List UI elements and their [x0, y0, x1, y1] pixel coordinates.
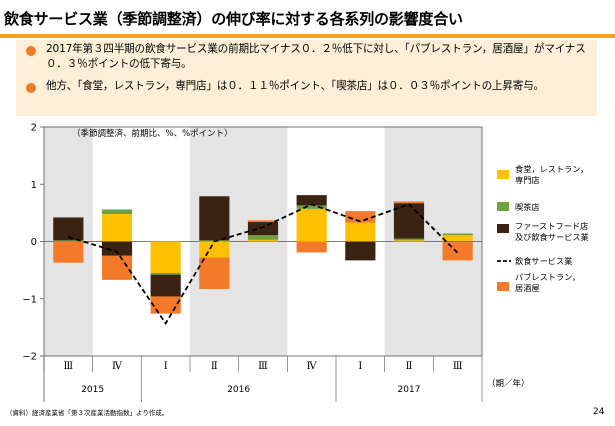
bar-segment	[442, 241, 473, 243]
legend-swatch	[497, 224, 509, 233]
bar-segment	[247, 235, 279, 240]
x-tick-label: Ⅰ	[164, 361, 168, 372]
bar-segment	[53, 240, 84, 242]
legend-swatch	[497, 282, 509, 291]
bar-segment	[296, 205, 327, 209]
page-number: 24	[593, 407, 605, 417]
bar-segment	[393, 238, 425, 241]
bar-segment	[393, 240, 425, 242]
bar-segment	[442, 235, 473, 242]
bullet-dot-icon	[26, 83, 36, 93]
y-tick-label: −2	[22, 352, 37, 363]
legend-label: 専門店	[515, 175, 540, 185]
bar-segment	[101, 214, 133, 242]
bar-segment	[442, 233, 473, 236]
y-tick-label: 0	[31, 237, 37, 248]
summary-bullet-2: 他方、「食堂，レストラン，専門店」は０．１１％ポイント、「喫茶店」は０．０３％ポ…	[46, 80, 544, 92]
legend-label: 及び飲食サービス業	[515, 232, 589, 242]
bar-segment	[393, 201, 425, 204]
x-tick-label: Ⅱ	[211, 361, 218, 372]
bar-segment	[101, 209, 133, 215]
x-tick-label: Ⅳ	[112, 361, 123, 372]
bar-segment	[150, 241, 181, 273]
legend-label: 食堂，レストラン，	[515, 164, 588, 174]
x-tick-label: Ⅱ	[406, 361, 413, 372]
year-label: 2015	[81, 385, 104, 395]
bar-segment	[345, 241, 376, 261]
bar-segment	[393, 203, 425, 239]
chart-legend: 食堂，レストラン，専門店喫茶店ファーストフード店及び飲食サービス業飲食サービス業…	[497, 164, 589, 293]
bar-segment	[199, 257, 230, 290]
bar-segment	[53, 241, 84, 263]
title-underline	[0, 34, 615, 38]
y-tick-label: 1	[31, 180, 37, 191]
legend-swatch	[497, 170, 509, 179]
legend-label: ファーストフード店	[515, 221, 588, 231]
chart-note: （季節調整済、前期比、%、%ポイント）	[72, 128, 233, 139]
legend-label: 居酒屋	[515, 283, 540, 293]
bar-segment	[345, 222, 376, 242]
bar-segment	[442, 242, 473, 261]
bar-segment	[247, 239, 279, 242]
y-tick-label: −1	[22, 294, 37, 305]
bar-segment	[296, 208, 327, 242]
legend-label: 飲食サービス業	[515, 256, 572, 266]
bar-segment	[53, 217, 84, 241]
x-tick-label: Ⅳ	[307, 361, 318, 372]
x-axis-unit: （期／年）	[487, 378, 530, 389]
bar-segment	[101, 255, 133, 280]
bar-segment	[101, 241, 133, 256]
bar-segment	[296, 241, 327, 253]
contribution-chart: （季節調整済、前期比、%、%ポイント） （期／年） 2 1 0 −1 −2 Ⅲ Ⅳ Ⅰ Ⅱ Ⅲ Ⅳ Ⅰ…	[22, 123, 589, 402]
bar-segment	[296, 195, 327, 206]
bar-segment	[150, 296, 181, 314]
legend-label: パブレストラン，	[515, 272, 580, 282]
bar-segment	[247, 222, 279, 236]
summary-box: 2017年第３四半期の飲食サービス業の前期比マイナス０．２％低下に対し、「パブレ…	[16, 40, 597, 116]
bullet-dot-icon	[26, 46, 36, 56]
line-series-total	[68, 203, 459, 326]
bar-segment	[150, 272, 181, 275]
x-tick-label: Ⅲ	[258, 361, 268, 372]
legend-swatch	[497, 202, 509, 211]
source-note: （資料）経済産業省「第３次産業活動指数」より作成。	[6, 409, 169, 417]
bar-segment	[199, 241, 230, 258]
x-tick-label: Ⅲ	[453, 361, 463, 372]
x-tick-label: Ⅰ	[358, 361, 362, 372]
page-title: 飲食サービス業（季節調整済）の伸び率に対する各系列の影響度合い	[4, 10, 463, 28]
year-label: 2016	[227, 385, 250, 395]
bar-segment	[150, 274, 181, 297]
y-tick-label: 2	[31, 123, 37, 134]
bar-segment	[247, 220, 279, 223]
x-tick-label: Ⅲ	[64, 361, 74, 372]
bar-segment	[199, 196, 230, 241]
legend-label: 喫茶店	[515, 202, 540, 212]
summary-bullet-1: 2017年第３四半期の飲食サービス業の前期比マイナス０．２％低下に対し、「パブレ…	[46, 43, 586, 70]
year-label: 2017	[398, 385, 421, 395]
bar-segment	[345, 211, 376, 223]
